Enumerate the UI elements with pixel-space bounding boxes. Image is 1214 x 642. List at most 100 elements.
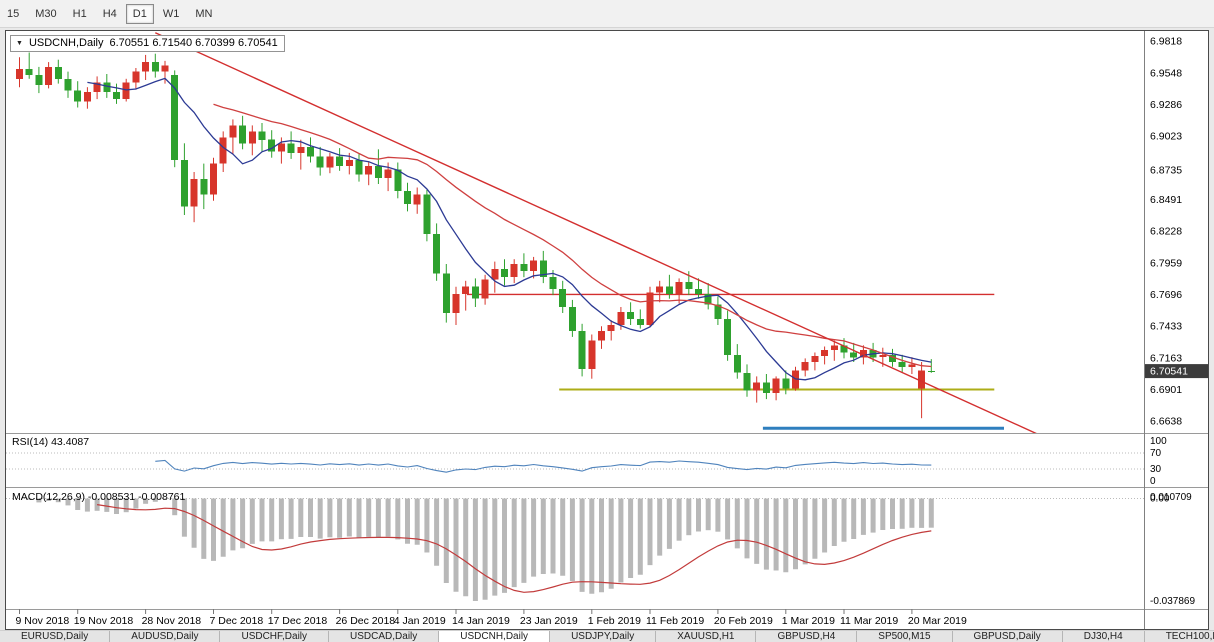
candle-body bbox=[501, 268, 508, 278]
candle-body bbox=[219, 137, 227, 164]
chart-ohlc-values: 6.70551 6.71540 6.70399 6.70541 bbox=[109, 37, 278, 49]
chart-tab-USDCHF-Daily[interactable]: USDCHF,Daily bbox=[220, 631, 330, 642]
timeframe-button-H1[interactable]: H1 bbox=[66, 4, 94, 24]
price-axis-label: 6.8491 bbox=[1150, 194, 1182, 206]
timeframe-toolbar: 15 M30 H1 H4 D1 W1 MN bbox=[0, 0, 1214, 28]
chart-tab-USDCAD-Daily[interactable]: USDCAD,Daily bbox=[329, 631, 440, 642]
price-axis: 6.9818 6.9548 6.9286 6.9023 6.8735 6.8491 6.82… bbox=[1145, 35, 1208, 607]
timeframe-button-MN[interactable]: MN bbox=[188, 4, 219, 24]
time-axis-label: 4 Jan 2019 bbox=[394, 615, 446, 627]
chart-tab-EURUSD-Daily[interactable]: EURUSD,Daily bbox=[0, 631, 111, 642]
candle-body bbox=[326, 156, 334, 168]
chart-tab-USDCNH-Daily[interactable]: USDCNH,Daily bbox=[439, 631, 551, 642]
candle-body bbox=[258, 131, 266, 140]
candle-body bbox=[442, 273, 450, 313]
candle-body bbox=[433, 234, 441, 274]
candle-body bbox=[782, 378, 790, 389]
chart-tab-SP500-M15[interactable]: SP500,M15 bbox=[857, 631, 953, 642]
candle-body bbox=[665, 286, 673, 294]
candle-body bbox=[384, 169, 392, 178]
candle-body bbox=[530, 260, 538, 272]
price-chart-canvas[interactable]: 6.9818 6.9548 6.9286 6.9023 6.8735 6.8491 6.82… bbox=[6, 31, 1208, 629]
candle-body bbox=[685, 281, 693, 290]
chart-window: ▼ USDCNH,Daily 6.70551 6.71540 6.70399 6… bbox=[5, 30, 1209, 630]
candle-body bbox=[520, 264, 528, 272]
rsi-axis-label: 100 bbox=[1150, 436, 1167, 447]
macd-pane bbox=[6, 498, 1144, 601]
candle-body bbox=[142, 62, 150, 72]
rsi-axis-label: 30 bbox=[1150, 464, 1162, 475]
candle-body bbox=[210, 163, 217, 195]
candle-body bbox=[879, 354, 887, 358]
chart-tab-DJ30-H4[interactable]: DJ30,H4 bbox=[1062, 631, 1145, 642]
timeframe-button-M30[interactable]: M30 bbox=[28, 4, 63, 24]
candle-body bbox=[830, 345, 838, 351]
price-axis-label: 6.8228 bbox=[1150, 225, 1182, 237]
price-axis-label: 6.7696 bbox=[1150, 289, 1182, 301]
timeframe-button-D1[interactable]: D1 bbox=[125, 3, 154, 24]
candle-body bbox=[840, 345, 848, 353]
candle-body bbox=[190, 179, 198, 207]
price-axis-label: 6.9548 bbox=[1150, 68, 1182, 80]
candle-body bbox=[733, 354, 741, 373]
time-axis-label: 11 Feb 2019 bbox=[646, 615, 704, 627]
candle-body bbox=[394, 169, 402, 192]
chart-tabs-bar: EURUSD,Daily AUDUSD,Daily USDCHF,Daily USDC… bbox=[0, 630, 1214, 642]
chart-tab-AUDUSD-Daily[interactable]: AUDUSD,Daily bbox=[110, 631, 221, 642]
rsi-axis-label: 0 bbox=[1150, 476, 1156, 487]
descending-trendline bbox=[155, 32, 1037, 433]
candle-body bbox=[646, 292, 654, 325]
time-axis-label: 19 Nov 2018 bbox=[74, 615, 134, 627]
timeframe-button-W1[interactable]: W1 bbox=[156, 4, 187, 24]
candle-body bbox=[307, 146, 314, 157]
rsi-axis-label: 70 bbox=[1150, 448, 1162, 459]
timeframe-button-15[interactable]: 15 bbox=[0, 4, 26, 24]
candle-body bbox=[607, 325, 615, 331]
candle-body bbox=[568, 307, 576, 331]
candle-body bbox=[850, 352, 858, 358]
chart-tab-USDJPY-Daily[interactable]: USDJPY,Daily bbox=[550, 631, 657, 642]
candle-body bbox=[64, 78, 72, 91]
candle-body bbox=[122, 82, 130, 100]
candle-body bbox=[74, 90, 82, 102]
candle-body bbox=[151, 62, 159, 72]
candle-body bbox=[801, 362, 809, 371]
time-axis-label: 17 Dec 2018 bbox=[268, 615, 328, 627]
candle-body bbox=[510, 264, 518, 278]
candle-body bbox=[588, 340, 596, 370]
candle-body bbox=[423, 194, 431, 235]
symbol-dropdown-icon[interactable]: ▼ bbox=[16, 39, 23, 47]
symbol-info-box: ▼ USDCNH,Daily 6.70551 6.71540 6.70399 6… bbox=[10, 35, 285, 52]
rsi-pane bbox=[6, 452, 1144, 473]
price-axis-label: 6.9818 bbox=[1150, 35, 1182, 47]
time-axis-label: 9 Nov 2018 bbox=[16, 615, 70, 627]
chart-tab-GBPUSD-Daily[interactable]: GBPUSD,Daily bbox=[952, 631, 1063, 642]
candle-body bbox=[248, 131, 256, 144]
chart-tab-XAUUSD-H1[interactable]: XAUUSD,H1 bbox=[656, 631, 757, 642]
macd-axis-min: -0.037869 bbox=[1150, 596, 1195, 607]
time-axis-label: 20 Mar 2019 bbox=[908, 615, 967, 627]
candle-body bbox=[374, 166, 382, 178]
candle-body bbox=[821, 350, 829, 357]
candle-body bbox=[481, 279, 489, 299]
candle-body bbox=[724, 319, 732, 355]
candle-body bbox=[229, 125, 237, 138]
candle-body bbox=[898, 362, 906, 367]
candle-body bbox=[656, 286, 664, 293]
chart-tab-GBPUSD-H4[interactable]: GBPUSD,H4 bbox=[756, 631, 858, 642]
candle-body bbox=[35, 75, 43, 85]
candle-body bbox=[811, 356, 819, 362]
chart-tab-TECH100-H1[interactable]: TECH100,H1 bbox=[1144, 631, 1214, 642]
time-axis-label: 1 Feb 2019 bbox=[588, 615, 641, 627]
candle-body bbox=[365, 166, 373, 175]
current-price-badge-text: 6.70541 bbox=[1150, 366, 1188, 378]
time-axis-label: 28 Nov 2018 bbox=[142, 615, 202, 627]
candle-body bbox=[113, 91, 120, 100]
time-axis-label: 20 Feb 2019 bbox=[714, 615, 773, 627]
candle-body bbox=[578, 330, 586, 370]
time-axis-label: 26 Dec 2018 bbox=[336, 615, 396, 627]
candle-body bbox=[355, 160, 363, 175]
time-axis-label: 1 Mar 2019 bbox=[782, 615, 835, 627]
candle-body bbox=[695, 289, 702, 294]
timeframe-button-H4[interactable]: H4 bbox=[96, 4, 124, 24]
